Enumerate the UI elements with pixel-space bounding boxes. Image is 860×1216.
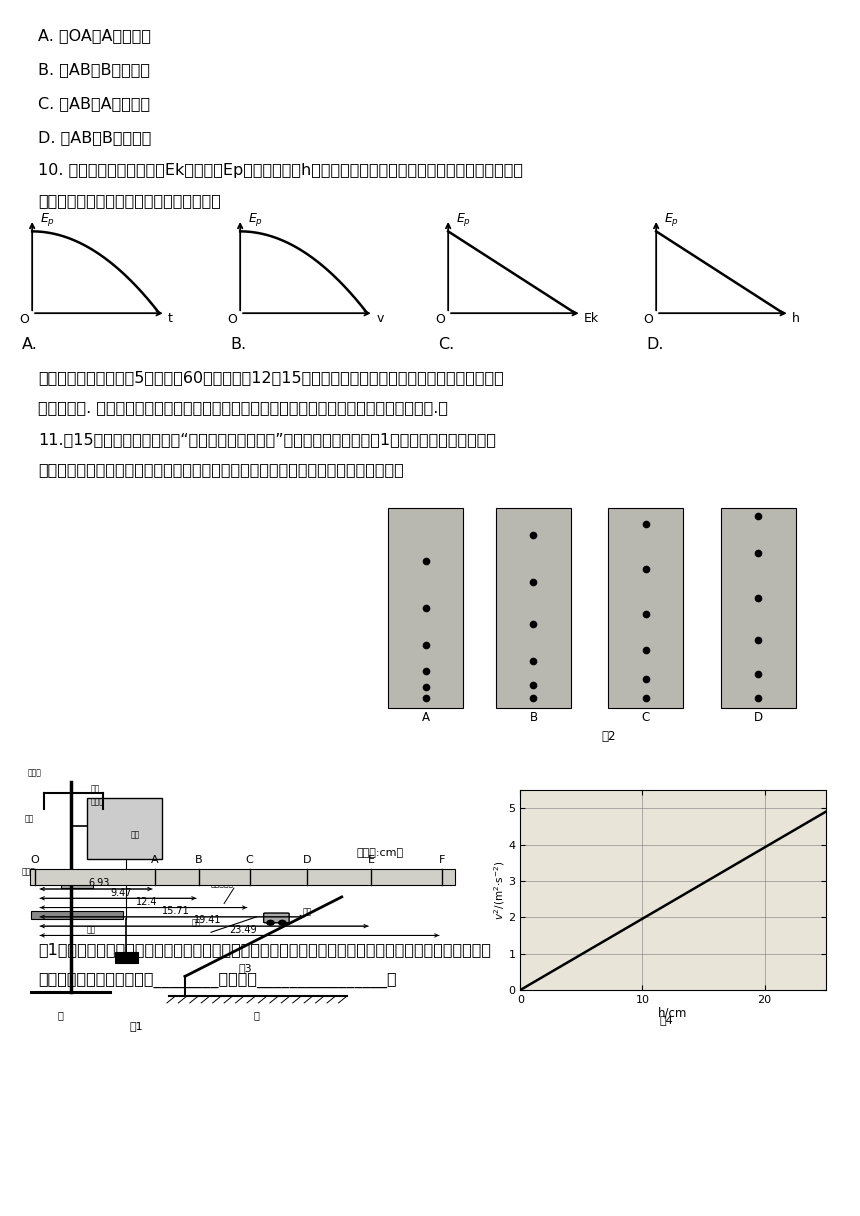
- Text: D: D: [754, 711, 763, 725]
- Text: 纸带: 纸带: [131, 831, 140, 839]
- Text: 打点: 打点: [90, 784, 100, 793]
- Bar: [496, 508, 571, 708]
- Text: B. 绳AB对B球做正功: B. 绳AB对B球做正功: [38, 62, 150, 77]
- Text: 小车: 小车: [303, 907, 312, 917]
- Text: 23.49: 23.49: [229, 924, 256, 935]
- Text: 15.71: 15.71: [162, 906, 189, 916]
- Text: B: B: [195, 855, 203, 865]
- Bar: [87, 798, 162, 860]
- Bar: [609, 508, 684, 708]
- Text: 6.93: 6.93: [89, 878, 110, 888]
- Circle shape: [279, 921, 286, 925]
- Text: （1）该小组内同学对两种方案进行了深入的讨论分析，最终确定了一个大家认为误差相对较小的方案，你: （1）该小组内同学对两种方案进行了深入的讨论分析，最终确定了一个大家认为误差相对…: [38, 942, 491, 957]
- Text: 图1: 图1: [129, 1021, 143, 1031]
- Text: 11.（15分）某实验小组在做“验证机械能守恒定律”的实验时，提出了如图1所示的甲、乙两种方案。: 11.（15分）某实验小组在做“验证机械能守恒定律”的实验时，提出了如图1所示的…: [38, 432, 496, 447]
- Text: B: B: [530, 711, 538, 725]
- Text: D.: D.: [646, 337, 664, 351]
- Text: D: D: [303, 855, 311, 865]
- Text: 甲方案为利用重物自由落体运动进行实验，乙方案为利用小车在斜面上下滑进行实验。: 甲方案为利用重物自由落体运动进行实验，乙方案为利用小车在斜面上下滑进行实验。: [38, 462, 403, 477]
- Text: 19.41: 19.41: [194, 916, 221, 925]
- Bar: [30, 868, 455, 885]
- Bar: [61, 871, 94, 888]
- Text: 的演算步骤. 只写出最后答案的不能得分，有数值计算的题，答案中必须明确写出数值和单位.）: 的演算步骤. 只写出最后答案的不能得分，有数值计算的题，答案中必须明确写出数值和…: [38, 400, 448, 415]
- Text: 接电源: 接电源: [22, 868, 35, 877]
- Text: $E_p$: $E_p$: [40, 210, 55, 227]
- Circle shape: [267, 921, 274, 925]
- Bar: [388, 508, 464, 708]
- X-axis label: h/cm: h/cm: [658, 1007, 688, 1019]
- Text: F: F: [439, 855, 445, 865]
- Text: t: t: [169, 311, 173, 325]
- Bar: [114, 952, 138, 963]
- Text: 打点计时器: 打点计时器: [211, 879, 234, 888]
- Text: 重物: 重物: [87, 925, 96, 934]
- Text: 9.47: 9.47: [111, 888, 132, 897]
- Text: 甲: 甲: [58, 1010, 64, 1020]
- Text: 计时器: 计时器: [90, 798, 104, 806]
- Text: C: C: [642, 711, 650, 725]
- Text: $E_p$: $E_p$: [248, 210, 263, 227]
- Text: D. 绳AB对B球不做功: D. 绳AB对B球不做功: [38, 130, 151, 145]
- Text: 图3: 图3: [238, 963, 252, 973]
- Text: A: A: [421, 711, 430, 725]
- Text: C: C: [246, 855, 254, 865]
- Text: $E_p$: $E_p$: [456, 210, 471, 227]
- Text: 二、非选择题（本题兲5小题，兠60分，其中第12～15题解答时请写出必要的文字说明、方程式和重要: 二、非选择题（本题兲5小题，兠60分，其中第12～15题解答时请写出必要的文字说…: [38, 370, 504, 385]
- Text: O: O: [31, 855, 40, 865]
- Text: Ek: Ek: [584, 311, 599, 325]
- Bar: [31, 911, 123, 919]
- Text: 图4: 图4: [660, 1014, 673, 1025]
- Text: 纸带: 纸带: [192, 918, 200, 928]
- Text: 认为该小组应选择的方案是________，理由是________________。: 认为该小组应选择的方案是________，理由是________________…: [38, 973, 396, 989]
- Text: v: v: [376, 311, 384, 325]
- Text: O: O: [20, 314, 29, 326]
- Text: A. 绳OA对A球不做功: A. 绳OA对A球不做功: [38, 28, 151, 43]
- Text: 乙: 乙: [254, 1010, 260, 1020]
- Text: 鐵架台: 鐵架台: [28, 769, 42, 777]
- Text: 12.4: 12.4: [136, 896, 157, 907]
- Text: O: O: [436, 314, 445, 326]
- Text: $E_p$: $E_p$: [664, 210, 679, 227]
- FancyBboxPatch shape: [264, 913, 289, 923]
- Text: O: O: [643, 314, 654, 326]
- Text: 图2: 图2: [601, 730, 616, 743]
- Text: E: E: [368, 855, 375, 865]
- Y-axis label: $v^2$/(m$^2$$\cdot$s$^{-2}$): $v^2$/(m$^2$$\cdot$s$^{-2}$): [492, 861, 507, 919]
- Text: 10. 物体做自由落体运动，Ek为动能，Ep为重力势能，h为下落的距离，以水平地面为零势能面。下列所示: 10. 物体做自由落体运动，Ek为动能，Ep为重力势能，h为下落的距离，以水平地…: [38, 163, 523, 178]
- Text: C.: C.: [438, 337, 454, 351]
- Text: B.: B.: [230, 337, 246, 351]
- Text: 鐵夹: 鐵夹: [25, 815, 34, 823]
- Text: A: A: [151, 855, 159, 865]
- Text: O: O: [228, 314, 237, 326]
- Text: A.: A.: [22, 337, 38, 351]
- Text: 图象中，能正确反映各物理量之间关系的是: 图象中，能正确反映各物理量之间关系的是: [38, 193, 221, 208]
- Text: C. 绳AB对A球做负功: C. 绳AB对A球做负功: [38, 96, 150, 111]
- Text: （单位:cm）: （单位:cm）: [357, 848, 404, 857]
- Text: h: h: [792, 311, 800, 325]
- Bar: [721, 508, 796, 708]
